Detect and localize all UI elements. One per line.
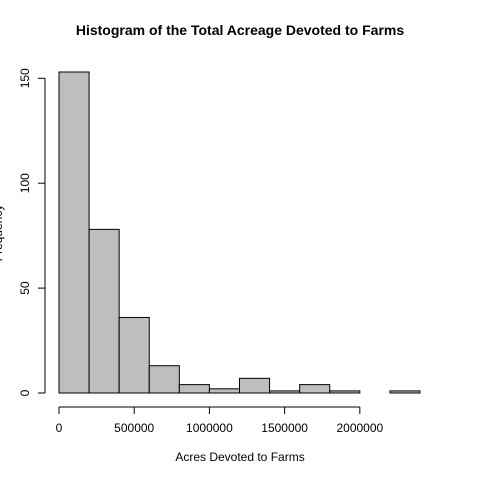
bar <box>148 365 180 394</box>
y-tick-label: 150 <box>18 68 32 88</box>
bar <box>239 377 271 394</box>
bar <box>178 384 210 394</box>
x-tick-label: 2000000 <box>336 421 383 435</box>
y-tick-label: 50 <box>18 281 32 295</box>
x-tick-label: 1500000 <box>261 421 308 435</box>
bar <box>329 390 361 394</box>
x-tick-label: 0 <box>56 421 63 435</box>
y-axis-label: Frequency <box>0 205 5 262</box>
bar <box>88 228 120 394</box>
bar <box>208 388 241 394</box>
y-tick-label: 0 <box>18 389 32 396</box>
bar <box>269 390 301 394</box>
bar <box>389 390 421 394</box>
x-tick-label: 500000 <box>114 421 154 435</box>
bar <box>58 71 90 394</box>
y-tick-label: 100 <box>18 173 32 193</box>
bar <box>118 316 150 394</box>
x-axis-label: Acres Devoted to Farms <box>175 450 304 464</box>
x-tick-label: 1000000 <box>186 421 233 435</box>
bar <box>299 384 331 394</box>
chart-title: Histogram of the Total Acreage Devoted t… <box>76 22 404 38</box>
